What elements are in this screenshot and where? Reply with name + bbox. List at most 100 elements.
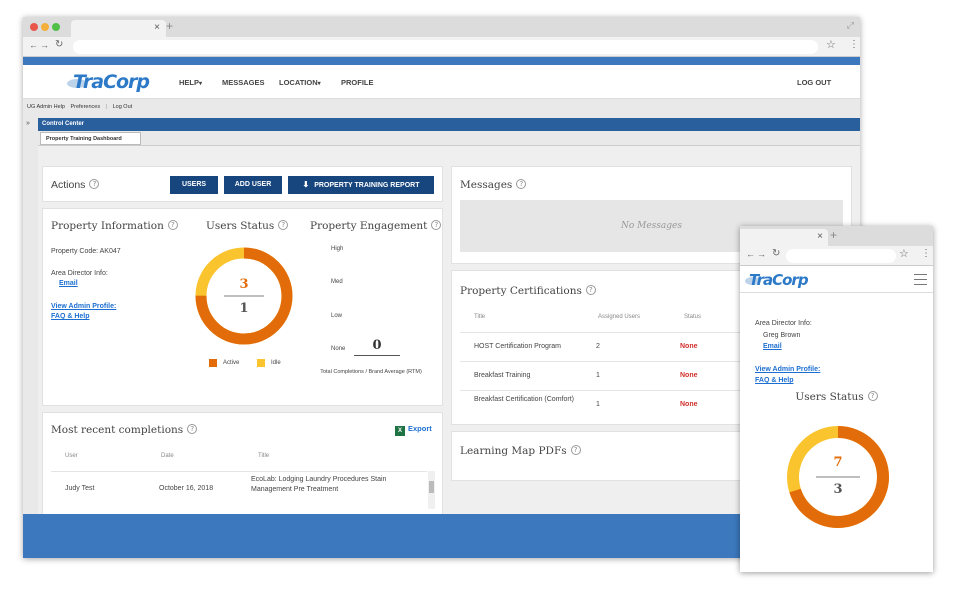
- url-input[interactable]: [73, 40, 818, 54]
- help-icon[interactable]: ?: [278, 220, 289, 230]
- mobile-browser-tab[interactable]: ×: [740, 229, 828, 246]
- control-center-bar: Control Center: [38, 118, 860, 131]
- mobile-url-input[interactable]: [786, 249, 896, 263]
- chevron-down-icon: ▾: [317, 81, 321, 87]
- table-row[interactable]: Breakfast Certification (Comfort) 1 None: [460, 390, 843, 423]
- active-legend-label: Active: [223, 360, 240, 366]
- forward-icon[interactable]: →: [40, 40, 49, 50]
- engagement-value: 0: [354, 338, 400, 356]
- faq-help-link[interactable]: FAQ & Help: [51, 313, 90, 320]
- nav-messages[interactable]: MESSAGES: [222, 78, 265, 87]
- help-icon[interactable]: ?: [867, 391, 878, 401]
- col-user: User: [65, 453, 78, 459]
- idle-legend-swatch: [257, 359, 265, 367]
- nav-profile[interactable]: PROFILE: [341, 78, 374, 87]
- nav-location[interactable]: LOCATION▾: [279, 78, 321, 87]
- cert-title: Breakfast Certification (Comfort): [474, 396, 574, 403]
- active-count: 3: [239, 277, 249, 292]
- help-icon[interactable]: ?: [516, 179, 527, 189]
- new-tab-icon[interactable]: +: [166, 19, 174, 33]
- col-title: Title: [258, 453, 270, 459]
- nav-help[interactable]: HELP▾: [179, 78, 203, 87]
- help-icon[interactable]: ?: [167, 220, 178, 230]
- director-name: Greg Brown: [763, 332, 801, 339]
- tab-property-training-dashboard[interactable]: Property Training Dashboard: [40, 132, 141, 145]
- mobile-email-link[interactable]: Email: [763, 343, 782, 350]
- new-tab-icon[interactable]: +: [830, 228, 838, 242]
- back-icon[interactable]: ←: [746, 249, 755, 259]
- tab-close-icon[interactable]: ×: [154, 22, 160, 33]
- reload-icon[interactable]: ↻: [772, 248, 781, 259]
- minimize-window-dot[interactable]: [41, 23, 49, 31]
- download-icon: ⬇: [302, 180, 310, 189]
- forward-icon[interactable]: →: [757, 249, 766, 259]
- help-icon[interactable]: ?: [89, 179, 100, 189]
- help-icon[interactable]: ?: [570, 445, 581, 455]
- hamburger-menu-icon[interactable]: [914, 274, 927, 285]
- tab-close-icon[interactable]: ×: [817, 231, 823, 242]
- add-user-button[interactable]: ADD USER: [224, 176, 282, 194]
- engagement-level-high: High: [331, 246, 344, 252]
- messages-title: Messages?: [460, 179, 527, 191]
- mobile-active-count: 7: [833, 455, 843, 470]
- bookmark-star-icon[interactable]: ☆: [826, 39, 836, 51]
- reload-icon[interactable]: ↻: [55, 39, 64, 50]
- close-window-dot[interactable]: [30, 23, 38, 31]
- engagement-caption: Total Completions / Brand Average (RTM): [320, 369, 422, 375]
- help-icon[interactable]: ?: [187, 424, 198, 434]
- view-admin-profile-link[interactable]: View Admin Profile:: [51, 303, 117, 310]
- expand-icon[interactable]: ⤢: [846, 20, 854, 30]
- table-row[interactable]: Judy Test October 16, 2018 EcoLab: Lodgi…: [51, 471, 427, 499]
- mobile-address-bar: ← → ↻ ☆ ⋮: [740, 246, 933, 266]
- scrollbar-thumb[interactable]: [429, 481, 434, 493]
- scrollbar[interactable]: [428, 471, 435, 509]
- engagement-title: Property Engagement?: [310, 220, 442, 232]
- sidebar-collapse-icon[interactable]: »: [26, 120, 30, 127]
- cert-users: 1: [596, 372, 600, 379]
- table-row[interactable]: Breakfast Training 1 None: [460, 361, 843, 390]
- bookmark-star-icon[interactable]: ☆: [899, 248, 909, 260]
- logo-swoosh-icon: [67, 79, 87, 88]
- users-button[interactable]: USERS: [170, 176, 218, 194]
- excel-icon: X: [395, 426, 405, 436]
- idle-count: 1: [239, 301, 249, 316]
- preferences-link[interactable]: Preferences: [70, 104, 101, 110]
- help-icon[interactable]: ?: [585, 285, 596, 295]
- mobile-area-director-label: Area Director Info:: [755, 320, 812, 327]
- export-button[interactable]: X Export: [395, 424, 432, 436]
- property-training-report-button[interactable]: ⬇ PROPERTY TRAINING REPORT: [288, 176, 434, 194]
- mobile-header: TraCorp: [740, 267, 933, 293]
- cert-title: HOST Certification Program: [474, 343, 562, 350]
- completion-date: October 16, 2018: [159, 485, 214, 492]
- logout-small-link[interactable]: Log Out: [112, 104, 133, 110]
- menu-dots-icon[interactable]: ⋮: [849, 39, 859, 50]
- logout-link[interactable]: LOG OUT: [797, 78, 832, 87]
- learning-map-title[interactable]: Learning Map PDFs?: [460, 445, 581, 457]
- idle-legend-label: Idle: [271, 360, 281, 366]
- admin-help-link[interactable]: UG Admin Help: [27, 104, 65, 110]
- top-accent-strip: [23, 57, 860, 65]
- tracorp-logo[interactable]: TraCorp: [67, 71, 159, 93]
- mobile-faq-link[interactable]: FAQ & Help: [755, 377, 794, 384]
- maximize-window-dot[interactable]: [52, 23, 60, 31]
- engagement-level-med: Med: [331, 279, 343, 285]
- cert-status: None: [680, 343, 698, 350]
- actions-title: Actions?: [51, 179, 100, 191]
- mobile-users-status-donut: [787, 426, 889, 528]
- main-browser-window: × + ⤢ ← → ↻ ☆ ⋮ TraCorp HELP▾ MESSAGES L…: [23, 17, 860, 558]
- tracorp-logo[interactable]: TraCorp: [745, 271, 815, 289]
- mobile-tab-bar: × +: [740, 226, 933, 246]
- sub-navigation: UG Admin Help Preferences | Log Out: [23, 99, 860, 115]
- mobile-view-admin-link[interactable]: View Admin Profile:: [755, 366, 821, 373]
- director-email-link[interactable]: Email: [59, 280, 78, 287]
- users-status-title: Users Status?: [206, 220, 289, 232]
- active-legend-swatch: [209, 359, 217, 367]
- table-row[interactable]: HOST Certification Program 2 None: [460, 332, 843, 361]
- menu-dots-icon[interactable]: ⋮: [921, 248, 931, 259]
- browser-tab[interactable]: ×: [71, 20, 166, 37]
- back-icon[interactable]: ←: [29, 40, 38, 50]
- area-director-label: Area Director Info:: [51, 270, 108, 277]
- active-arc: [787, 426, 889, 528]
- help-icon[interactable]: ?: [431, 220, 442, 230]
- site-header: TraCorp HELP▾ MESSAGES LOCATION▾ PROFILE…: [23, 65, 860, 99]
